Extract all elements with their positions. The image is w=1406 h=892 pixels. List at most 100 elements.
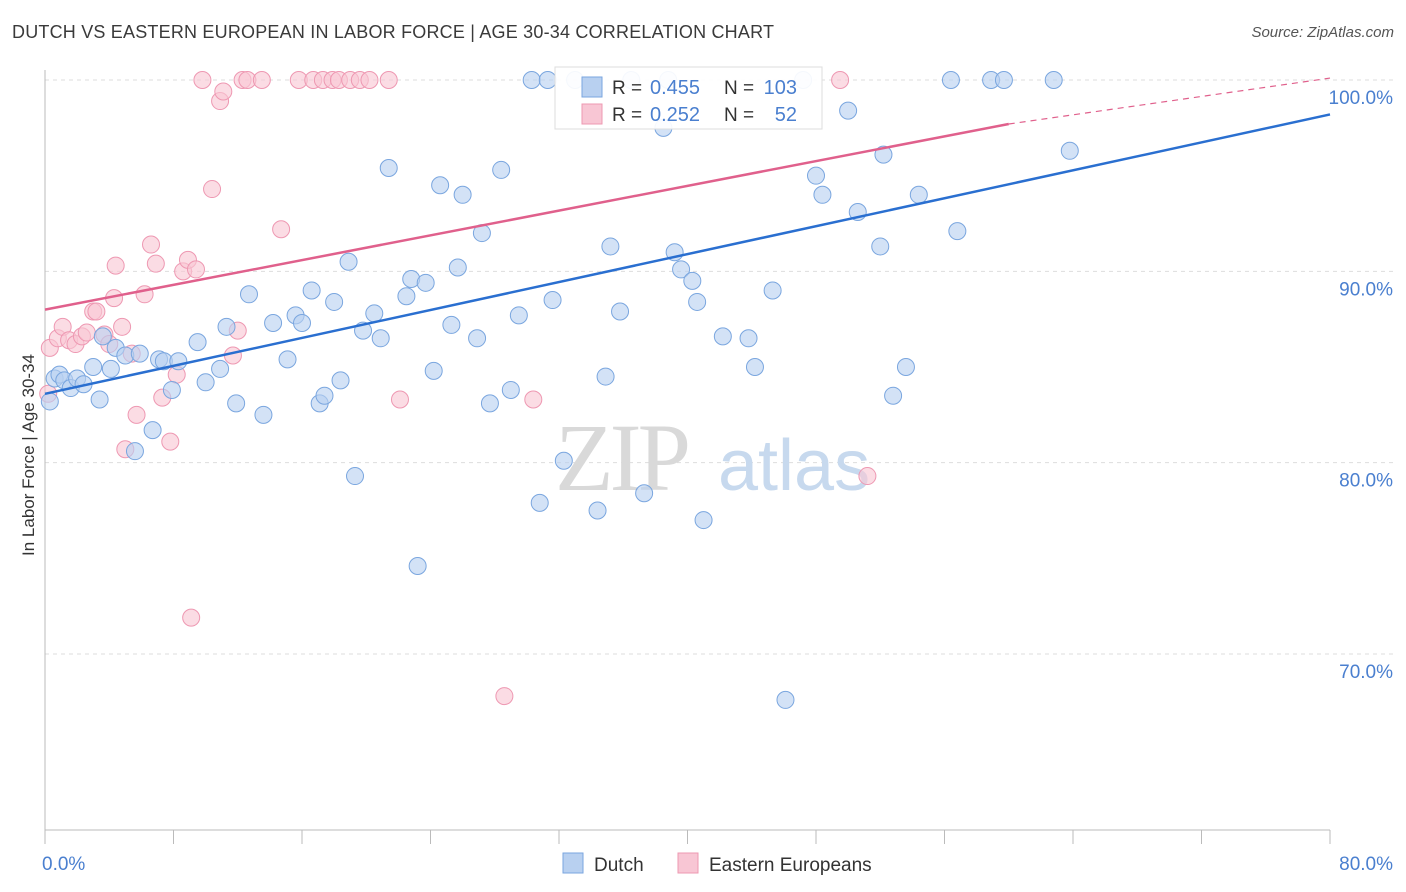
dutch-point	[293, 313, 311, 332]
eastern-europeans-point	[77, 323, 96, 342]
axes	[44, 70, 1331, 844]
dutch-point	[683, 271, 702, 290]
dutch-point	[694, 511, 713, 530]
dutch-point	[688, 292, 707, 311]
dutch-point	[635, 484, 654, 503]
dutch-point	[509, 306, 528, 325]
eastern-europeans-point	[214, 82, 233, 101]
eastern-europeans-point	[146, 254, 165, 273]
dutch-point	[264, 313, 283, 332]
dutch-point	[125, 442, 144, 461]
dutch-point	[325, 292, 344, 311]
eastern-europeans-point	[182, 608, 201, 627]
dutch-point	[501, 380, 520, 399]
eastern-europeans-point	[127, 405, 146, 424]
dutch-point	[453, 185, 472, 204]
dutch-point	[278, 350, 297, 369]
chart-title: DUTCH VS EASTERN EUROPEAN IN LABOR FORCE…	[12, 22, 775, 42]
eastern-europeans-point	[524, 390, 543, 409]
eastern-europeans-point	[223, 346, 242, 365]
dutch-point	[745, 358, 764, 376]
dutch-point	[909, 185, 928, 204]
x-tick-label: 0.0%	[42, 854, 85, 875]
dutch-point	[254, 405, 273, 424]
eastern-europeans-point	[360, 71, 379, 89]
dutch-point	[1044, 71, 1063, 89]
eastern-europeans-trend-line	[44, 122, 1009, 311]
dutch-point	[813, 185, 832, 204]
dutch-point	[217, 317, 236, 336]
dutch-point	[93, 327, 112, 346]
dutch-point	[941, 71, 960, 89]
legend-swatch	[581, 76, 603, 98]
eastern-europeans-point	[186, 260, 205, 279]
dutch-point	[239, 285, 258, 304]
dutch-point	[416, 273, 435, 292]
eastern-europeans-point	[858, 467, 877, 486]
eastern-europeans-point	[272, 220, 291, 239]
gridlines	[45, 79, 1395, 655]
watermark-zip: ZIP	[555, 404, 688, 511]
dutch-point	[948, 222, 967, 241]
dutch-point	[101, 359, 120, 378]
dutch-point	[994, 71, 1013, 89]
dutch-point	[448, 258, 467, 277]
trend-lines	[44, 77, 1331, 396]
dutch-point	[302, 281, 321, 300]
legend-swatch	[581, 103, 603, 125]
series-legend-label: Eastern Europeans	[709, 855, 872, 876]
dutch-point	[839, 101, 858, 120]
dutch-point	[601, 237, 620, 256]
tick-labels: 70.0% 80.0% 90.0% 100.0% 0.0% 80.0%	[42, 88, 1393, 875]
series-legend: Dutch Eastern Europeans	[562, 852, 872, 876]
dutch-point	[538, 71, 557, 89]
legend-n-label: N =	[724, 78, 754, 99]
dutch-point	[672, 260, 691, 279]
dutch-point	[776, 690, 795, 709]
series-legend-swatch	[677, 852, 699, 874]
dutch-point	[40, 392, 59, 411]
dutch-point	[871, 237, 890, 256]
x-tick-label: 80.0%	[1339, 854, 1393, 875]
eastern-europeans-point	[142, 235, 161, 254]
y-tick-label: 70.0%	[1339, 662, 1393, 683]
dutch-point	[522, 71, 541, 89]
dutch-point	[339, 252, 358, 271]
dutch-point	[315, 386, 334, 405]
dutch-point	[713, 327, 732, 346]
dutch-points	[40, 71, 1079, 709]
legend-r-label: R =	[612, 78, 642, 99]
eastern-europeans-point	[106, 256, 125, 275]
dutch-point	[468, 329, 487, 348]
series-legend-swatch	[562, 852, 584, 874]
dutch-trend-line	[44, 113, 1331, 396]
dutch-point	[596, 367, 615, 386]
eastern-europeans-point	[495, 687, 514, 706]
dutch-point	[162, 380, 181, 399]
dutch-point	[763, 281, 782, 300]
y-axis-label: In Labor Force | Age 30-34	[19, 354, 38, 556]
dutch-point	[397, 287, 416, 306]
dutch-point	[143, 421, 162, 440]
stats-legend: R = 0.455 N = 103 R = 0.252 N = 52	[554, 66, 823, 130]
watermark-atlas: atlas	[718, 426, 870, 506]
legend-r-value: 0.455	[650, 77, 700, 99]
dutch-point	[371, 329, 390, 348]
dutch-point	[442, 315, 461, 334]
dutch-point	[588, 501, 607, 520]
dutch-point	[807, 166, 825, 185]
source-label: Source: ZipAtlas.com	[1251, 24, 1394, 41]
legend-n-value: 103	[764, 77, 797, 99]
dutch-point	[90, 390, 109, 409]
dutch-point	[130, 344, 149, 363]
dutch-point	[480, 394, 499, 413]
eastern-europeans-point	[831, 71, 850, 89]
eastern-europeans-point	[379, 71, 398, 89]
legend-n-value: 52	[775, 104, 797, 126]
dutch-point	[196, 373, 215, 392]
dutch-point	[365, 304, 384, 323]
y-tick-label: 90.0%	[1339, 279, 1393, 300]
series-legend-label: Dutch	[594, 855, 644, 876]
dutch-point	[84, 358, 103, 376]
